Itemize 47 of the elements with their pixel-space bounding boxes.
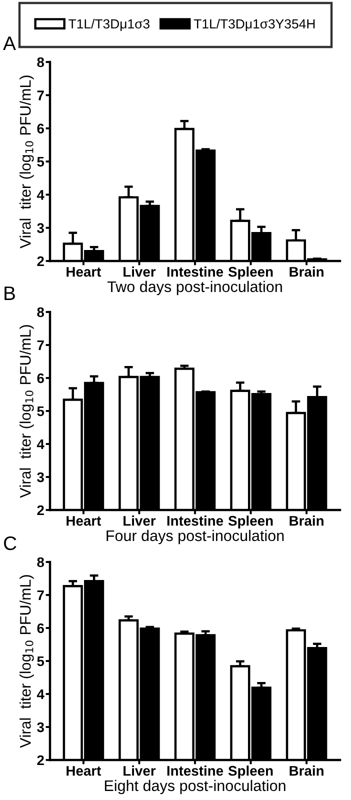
x-tick-label: Brain xyxy=(290,766,324,776)
x-axis-title: Four days post-inoculation xyxy=(106,530,284,544)
y-tick-label: 4 xyxy=(36,439,44,450)
y-tick-label: 5 xyxy=(37,406,44,416)
y-tick-label: 3 xyxy=(37,722,44,732)
x-tick-label: Spleen xyxy=(228,266,273,280)
x-tick-label: Heart xyxy=(66,516,102,526)
x-axis-title: Two days post-inoculation xyxy=(107,280,282,296)
legend-label: T1L/T3Dμ1σ3 xyxy=(68,18,150,31)
y-tick-label: 8 xyxy=(37,557,44,568)
x-tick-label: Liver xyxy=(124,266,156,277)
x-tick-label: Spleen xyxy=(228,766,273,779)
y-tick-label: 4 xyxy=(36,689,44,700)
text: C xyxy=(4,536,16,550)
y-tick-label: 7 xyxy=(37,90,44,100)
y-tick-label: 7 xyxy=(37,590,44,600)
y-tick-label: 6 xyxy=(37,124,44,134)
y-tick-label: 8 xyxy=(37,307,44,318)
y-tick-label: 8 xyxy=(37,57,44,68)
x-tick-label: Brain xyxy=(290,266,324,277)
y-tick-label: 5 xyxy=(37,656,44,666)
y-tick-label: 4 xyxy=(36,190,44,200)
x-tick-label: Intestine xyxy=(167,516,224,526)
x-tick-label: Intestine xyxy=(167,266,224,277)
x-tick-label: Intestine xyxy=(167,766,224,776)
y-axis-title: Viral titer (log$_{10}$ PFU/mL) xyxy=(20,575,34,748)
legend-label: T1L/T3Dμ1σ3Y354H xyxy=(194,18,315,31)
x-tick-label: Heart xyxy=(66,766,102,776)
y-tick-label: 3 xyxy=(37,472,44,482)
text: A xyxy=(3,36,16,50)
x-tick-label: Liver xyxy=(124,766,156,776)
y-axis-title: Viral titer (log$_{10}$ PFU/mL) xyxy=(20,325,34,498)
x-tick-label: Spleen xyxy=(228,516,273,529)
y-tick-label: 2 xyxy=(37,256,44,266)
text: B xyxy=(4,286,15,300)
x-tick-label: Liver xyxy=(124,516,156,526)
y-tick-label: 2 xyxy=(37,755,44,766)
y-tick-label: 6 xyxy=(37,623,44,634)
y-tick-label: 3 xyxy=(37,223,44,234)
x-tick-label: Heart xyxy=(66,267,102,277)
y-tick-label: 6 xyxy=(37,373,44,384)
x-tick-label: Brain xyxy=(290,516,324,526)
y-tick-label: 2 xyxy=(37,505,44,516)
y-axis-title: Viral titer (log$_{10}$ PFU/mL) xyxy=(20,76,34,248)
y-tick-label: 7 xyxy=(37,340,44,350)
y-tick-label: 5 xyxy=(37,156,44,167)
x-axis-title: Eight days post-inoculation xyxy=(104,780,286,794)
